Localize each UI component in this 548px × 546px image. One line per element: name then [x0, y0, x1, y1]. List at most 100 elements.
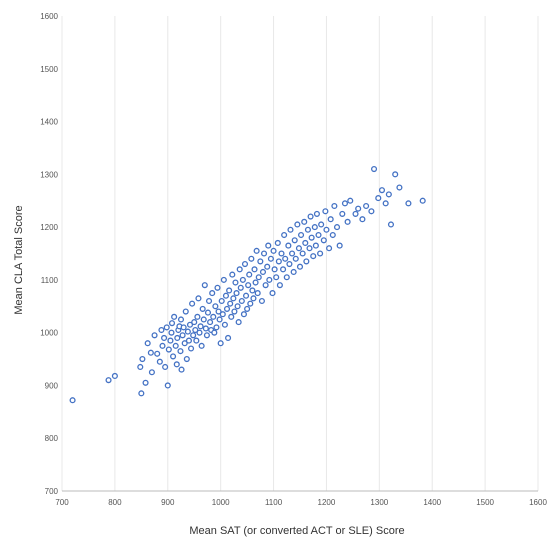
data-point [229, 271, 236, 278]
data-point [265, 242, 272, 249]
data-point [341, 200, 349, 207]
data-point [298, 231, 305, 239]
data-point [282, 255, 289, 262]
data-point [250, 295, 257, 302]
y-axis-ticks: 700 800 900 1000 1100 1200 1300 1400 1500 1600 [40, 12, 58, 496]
data-point [315, 231, 322, 239]
x-tick-label: 800 [108, 498, 122, 507]
data-point [179, 332, 186, 339]
data-point [220, 276, 227, 283]
data-point [187, 345, 195, 352]
data-point [296, 263, 304, 270]
data-point [196, 329, 203, 336]
data-point [311, 224, 318, 231]
data-point [213, 324, 220, 331]
data-point [182, 308, 189, 315]
data-point [262, 282, 269, 289]
data-point [304, 226, 311, 233]
data-point [142, 379, 149, 386]
data-point [240, 311, 247, 318]
data-point [291, 237, 298, 244]
data-point [306, 245, 313, 252]
data-point [137, 363, 144, 371]
x-tick-label: 1100 [265, 498, 283, 507]
data-point [199, 305, 206, 312]
data-point [184, 328, 191, 335]
data-point [269, 290, 276, 297]
y-tick-label: 800 [45, 434, 59, 443]
data-point [290, 268, 297, 276]
data-point [69, 397, 76, 404]
x-axis-title: Mean SAT (or converted ACT or SLE) Score [189, 525, 404, 537]
data-point [303, 258, 310, 265]
data-point [192, 326, 199, 334]
data-point [180, 324, 187, 331]
data-point [159, 342, 166, 349]
x-tick-label: 1000 [212, 498, 230, 507]
data-point [168, 320, 176, 327]
x-tick-label: 1600 [529, 498, 547, 507]
data-point [234, 303, 241, 310]
data-point [151, 332, 158, 339]
data-point [313, 210, 320, 217]
data-point [191, 319, 198, 326]
data-point [144, 340, 151, 347]
data-point [287, 226, 294, 233]
data-point [227, 300, 234, 307]
data-point [214, 284, 221, 291]
data-point [200, 316, 207, 323]
data-point [378, 187, 386, 194]
data-point [225, 334, 232, 341]
x-tick-label: 1300 [370, 498, 388, 507]
data-point [233, 290, 240, 297]
data-point [375, 195, 382, 202]
data-point [331, 202, 338, 210]
data-point [363, 202, 370, 210]
data-point [223, 305, 231, 312]
data-point [333, 224, 341, 231]
y-tick-label: 700 [45, 487, 59, 496]
data-point [301, 218, 308, 225]
data-point [249, 287, 256, 294]
data-point [289, 250, 296, 257]
data-point [189, 300, 196, 307]
data-point [222, 292, 230, 299]
data-point [217, 340, 224, 347]
data-point [295, 245, 302, 252]
data-point [254, 290, 261, 297]
data-point [248, 255, 255, 262]
data-point [244, 305, 251, 312]
data-point [322, 208, 329, 215]
data-point [281, 231, 288, 239]
data-point [174, 334, 181, 341]
data-point [209, 290, 216, 297]
data-point [352, 210, 359, 217]
x-tick-label: 700 [55, 498, 69, 507]
data-point [339, 210, 346, 217]
data-point [273, 274, 280, 281]
data-point [317, 250, 324, 257]
data-point [147, 349, 154, 356]
y-tick-label: 1100 [41, 276, 59, 285]
data-point [156, 358, 163, 365]
x-tick-label: 1400 [423, 498, 441, 507]
data-point [228, 313, 235, 320]
data-point [260, 250, 268, 257]
data-point [232, 279, 239, 286]
data-point [162, 363, 169, 371]
x-tick-label: 900 [161, 498, 175, 507]
data-point [299, 250, 306, 257]
data-point [239, 276, 246, 283]
data-point [392, 171, 399, 178]
data-point [164, 382, 171, 389]
data-point [202, 325, 209, 332]
data-point [253, 247, 260, 254]
data-point [201, 282, 208, 289]
data-point [154, 350, 161, 357]
data-point [271, 266, 278, 273]
data-point [221, 321, 228, 328]
data-point [267, 255, 274, 262]
data-point [171, 313, 178, 320]
data-point [105, 377, 112, 384]
